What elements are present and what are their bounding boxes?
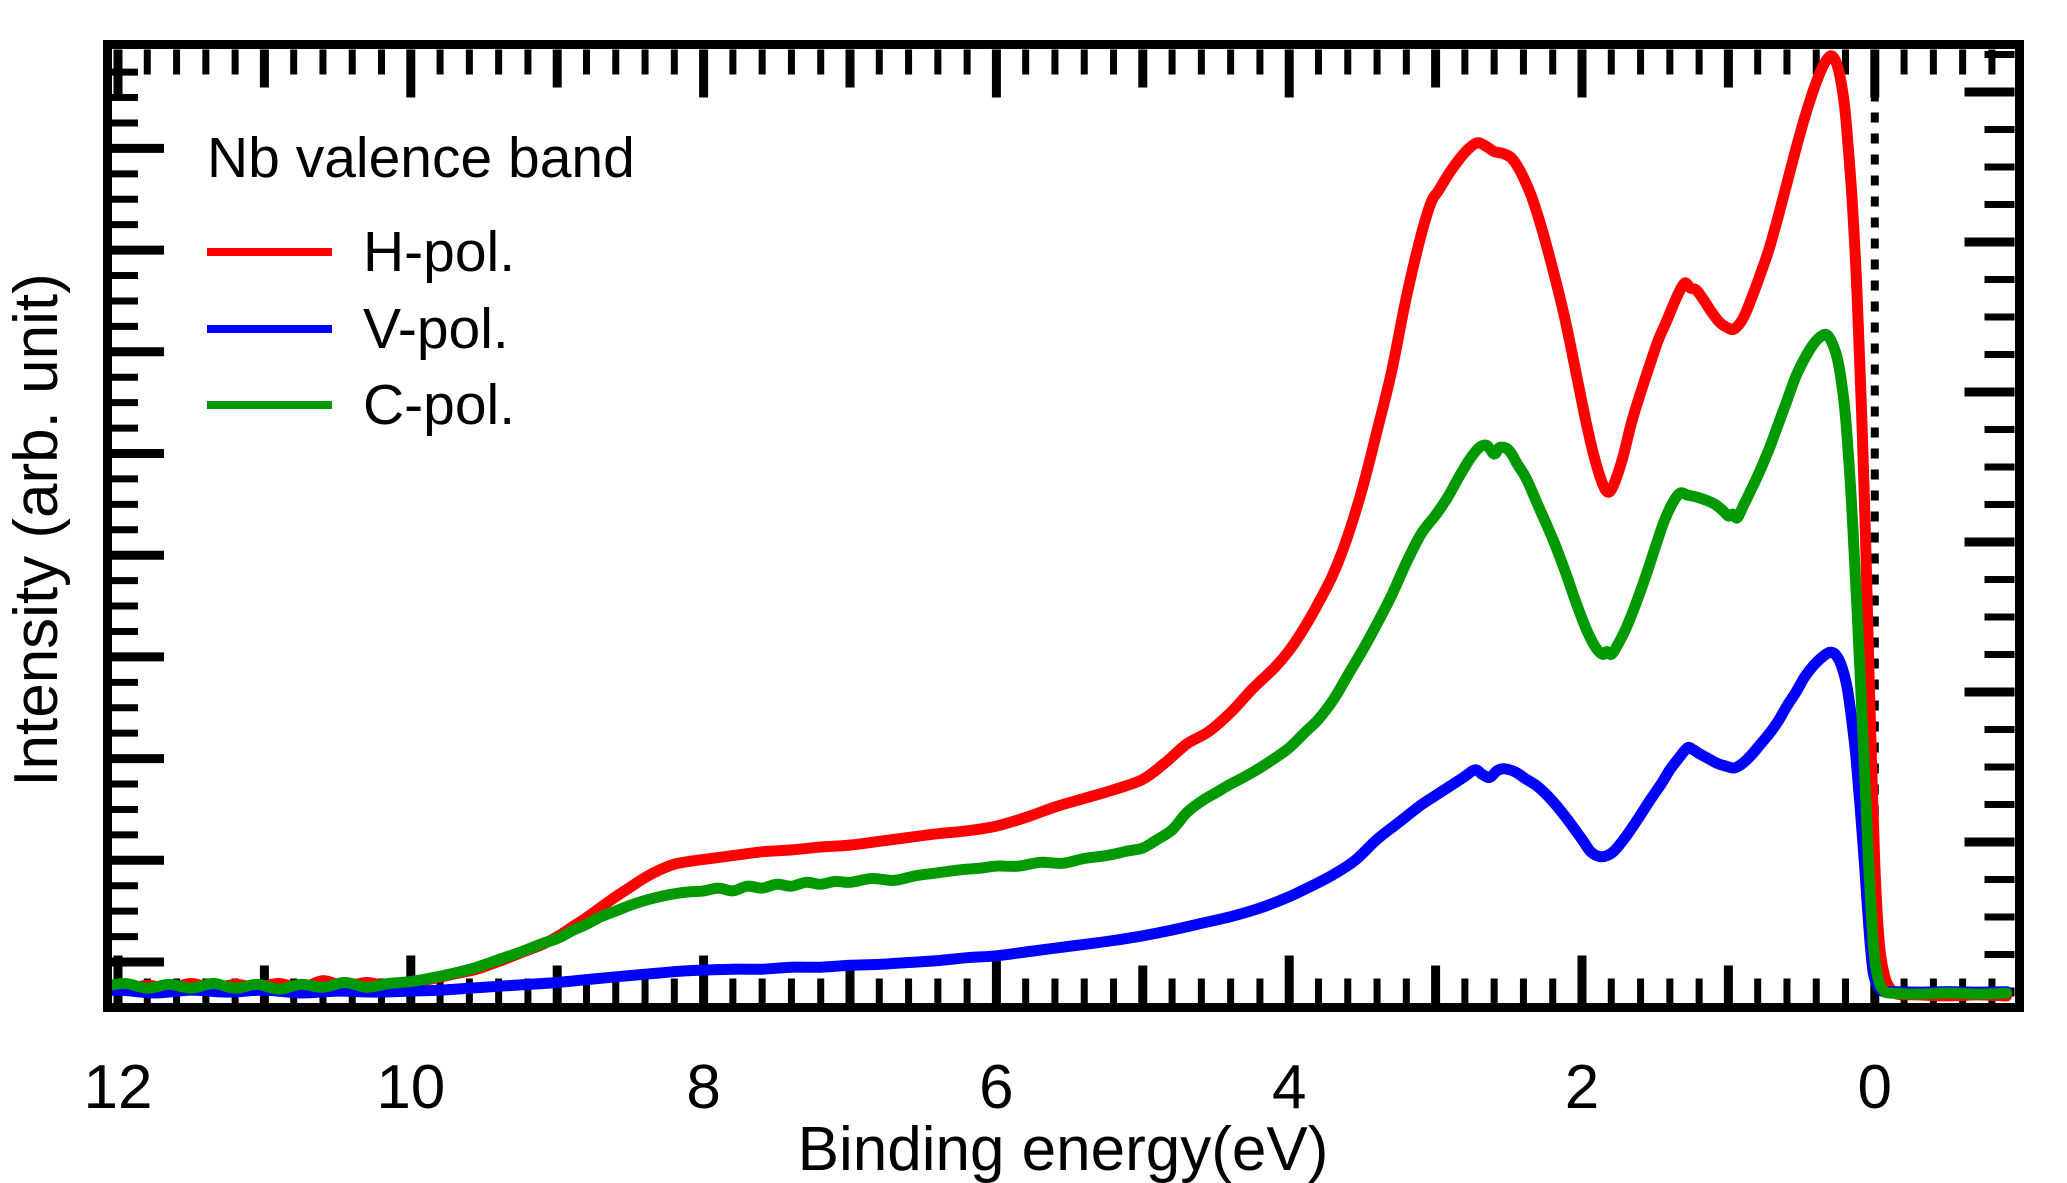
x-axis-title: Binding energy(eV) bbox=[798, 1115, 1329, 1183]
series-curve-c-pol bbox=[108, 328, 2013, 1000]
x-tick-label: 2 bbox=[1565, 1053, 1599, 1122]
x-tick-label: 10 bbox=[376, 1053, 445, 1122]
plot-frame bbox=[103, 40, 2024, 1012]
series-curve-v-pol bbox=[108, 646, 2013, 999]
legend-label-v-pol: V-pol. bbox=[363, 297, 509, 361]
data-curves bbox=[108, 50, 2013, 1002]
x-tick-label: 6 bbox=[979, 1053, 1013, 1122]
x-tick-label: 12 bbox=[84, 1053, 153, 1122]
legend-label-h-pol: H-pol. bbox=[363, 220, 515, 284]
x-tick-label: 8 bbox=[686, 1053, 720, 1122]
legend-title: Nb valence band bbox=[207, 126, 635, 190]
x-tick-labels: 12 10 8 6 4 2 0 bbox=[84, 1053, 1893, 1122]
series-curve-h-pol bbox=[108, 50, 2013, 1002]
legend: Nb valence band H-pol. V-pol. C-pol. bbox=[207, 126, 635, 437]
y-axis-title: Intensity (arb. unit) bbox=[2, 273, 71, 786]
legend-label-c-pol: C-pol. bbox=[363, 373, 515, 437]
x-tick-label: 0 bbox=[1858, 1053, 1892, 1122]
x-tick-label: 4 bbox=[1272, 1053, 1306, 1122]
